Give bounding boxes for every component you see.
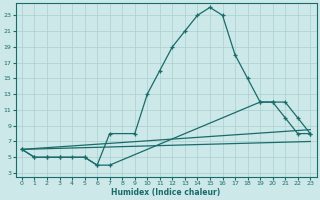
X-axis label: Humidex (Indice chaleur): Humidex (Indice chaleur)	[111, 188, 221, 197]
